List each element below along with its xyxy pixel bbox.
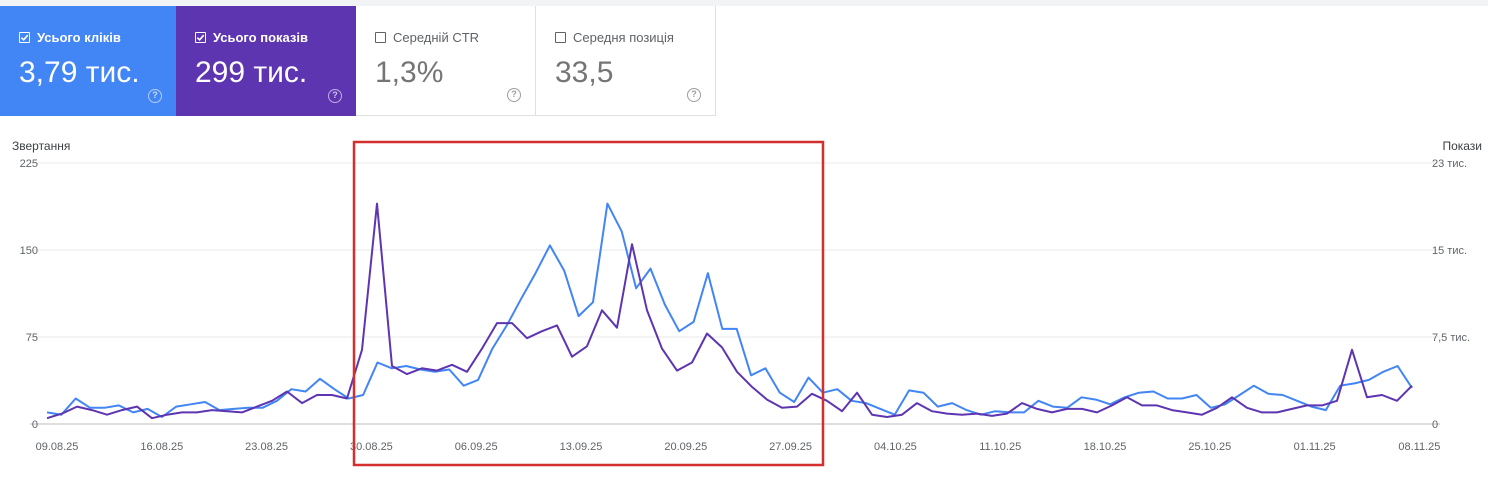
help-icon[interactable]: ? xyxy=(148,89,162,103)
metric-value: 3,79 тис. xyxy=(19,56,140,89)
help-icon[interactable]: ? xyxy=(507,88,521,102)
left-tick-label: 150 xyxy=(20,245,38,257)
metric-header: Усього показів xyxy=(195,30,308,45)
x-tick-label: 25.10.25 xyxy=(1188,441,1231,453)
left-tick-label: 0 xyxy=(32,419,38,431)
metric-label: Середній CTR xyxy=(393,30,480,45)
x-tick-label: 08.11.25 xyxy=(1398,441,1440,453)
x-tick-label: 04.10.25 xyxy=(874,441,917,453)
x-tick-label: 13.09.25 xyxy=(560,441,603,453)
metric-average-ctr[interactable]: Середній CTR 1,3% ? xyxy=(356,6,536,116)
checkbox-checked-icon[interactable] xyxy=(19,32,30,43)
x-tick-label: 09.08.25 xyxy=(36,441,79,453)
metric-value: 33,5 xyxy=(555,56,614,89)
right-tick-label: 0 xyxy=(1432,419,1438,431)
metric-label: Усього показів xyxy=(213,30,308,45)
metric-total-clicks[interactable]: Усього кліків 3,79 тис. ? xyxy=(0,6,176,116)
impressions-series-line xyxy=(46,202,1413,420)
clicks-series-line xyxy=(46,202,1413,418)
highlight-box xyxy=(352,140,825,467)
checkbox-checked-icon[interactable] xyxy=(195,32,206,43)
x-tick-label: 01.11.25 xyxy=(1294,441,1336,453)
metric-value: 299 тис. xyxy=(195,56,308,89)
help-icon[interactable]: ? xyxy=(328,89,342,103)
left-tick-label: 225 xyxy=(20,158,38,170)
metric-header: Середня позиція xyxy=(555,30,674,45)
left-tick-label: 75 xyxy=(26,332,38,344)
x-tick-label: 06.09.25 xyxy=(455,441,498,453)
metric-total-impressions[interactable]: Усього показів 299 тис. ? xyxy=(176,6,356,116)
x-tick-label: 18.10.25 xyxy=(1084,441,1127,453)
checkbox-unchecked-icon[interactable] xyxy=(555,32,566,43)
metric-header: Усього кліків xyxy=(19,30,121,45)
x-tick-label: 30.08.25 xyxy=(350,441,393,453)
left-axis-title: Звертання xyxy=(12,139,71,153)
x-tick-label: 16.08.25 xyxy=(140,441,183,453)
help-icon[interactable]: ? xyxy=(687,88,701,102)
x-tick-label: 20.09.25 xyxy=(664,441,707,453)
metrics-row: Усього кліків 3,79 тис. ? Усього показів… xyxy=(0,6,716,116)
right-tick-label: 7,5 тис. xyxy=(1432,332,1470,344)
right-axis-title: Покази xyxy=(1442,139,1482,153)
metric-average-position[interactable]: Середня позиція 33,5 ? xyxy=(536,6,716,116)
x-tick-label: 11.10.25 xyxy=(979,441,1021,453)
right-tick-label: 15 тис. xyxy=(1432,245,1467,257)
metric-value: 1,3% xyxy=(375,56,444,89)
right-tick-label: 23 тис. xyxy=(1432,158,1467,170)
metric-label: Усього кліків xyxy=(37,30,121,45)
metric-header: Середній CTR xyxy=(375,30,479,45)
checkbox-unchecked-icon[interactable] xyxy=(375,32,386,43)
metric-label: Середня позиція xyxy=(573,30,674,45)
x-tick-label: 27.09.25 xyxy=(769,441,812,453)
x-tick-label: 23.08.25 xyxy=(245,441,288,453)
